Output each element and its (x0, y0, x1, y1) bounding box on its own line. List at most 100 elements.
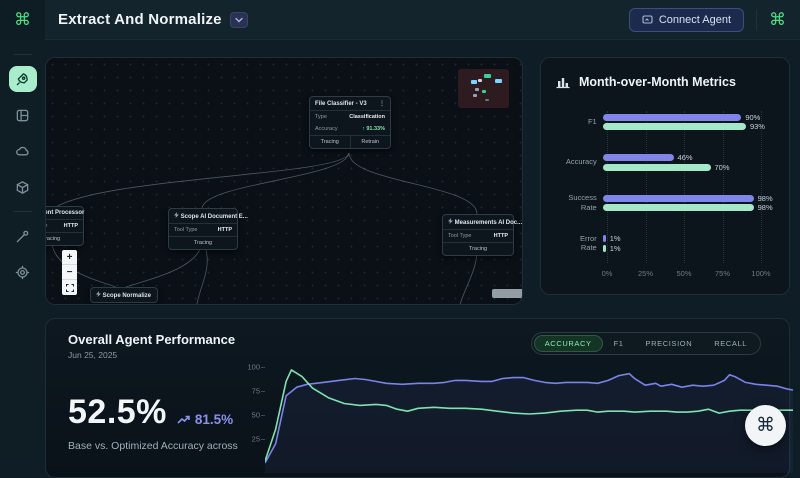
fit-view-button[interactable] (62, 280, 77, 295)
zoom-in-button[interactable]: + (62, 250, 77, 265)
bar-value-label: 90% (745, 112, 761, 122)
bar-group: F1 90% 93% (555, 111, 775, 133)
node-scope-ai-document[interactable]: Scope AI Document E... Tool Type HTTP Tr… (168, 208, 248, 250)
node-row-label: Type (315, 114, 327, 120)
sidebar-item-tools[interactable] (9, 223, 37, 249)
app-logo: ⌘ (0, 0, 45, 40)
y-tickmark (261, 391, 265, 392)
minimap-node (473, 94, 477, 97)
sidebar-divider (13, 211, 32, 212)
node-file-classifier[interactable]: File Classifier - V3 ⋮ Type Classificati… (309, 96, 391, 149)
y-tick-label: 50 (251, 410, 260, 420)
x-tick-label: 50% (676, 269, 692, 278)
top-bar: ⌘ Extract And Normalize Connect Agent ⌘ (0, 0, 800, 40)
y-tick-label: 25 (251, 434, 260, 444)
sidebar-item-cloud[interactable] (9, 138, 37, 164)
node-row-label: Accuracy (315, 126, 338, 132)
performance-title: Overall Agent Performance (68, 332, 236, 347)
bar-category-label: F1 (587, 116, 597, 126)
metrics-title: Month-over-Month Metrics (579, 74, 736, 89)
bar (602, 154, 674, 161)
gear-icon (15, 265, 30, 279)
gridline (645, 111, 647, 263)
sidebar-item-settings[interactable] (9, 259, 37, 285)
bar (602, 163, 711, 171)
node-title: File Classifier - V3 (315, 100, 367, 107)
canvas-zoom-controls: + − (62, 250, 77, 295)
tab-accuracy[interactable]: ACCURACY (533, 335, 603, 352)
cloud-icon (16, 146, 29, 155)
workflow-icon (16, 109, 29, 121)
node-row-label: Tool Type (46, 223, 47, 229)
flow-edge (125, 243, 203, 288)
line-series-optimized (265, 372, 793, 464)
y-tickmark (261, 439, 265, 440)
bar (602, 244, 606, 252)
node-menu-icon[interactable]: ⋮ (379, 101, 385, 107)
node-row-label: Tool Type (448, 233, 472, 239)
bar-value-label: 93% (749, 122, 765, 131)
canvas-minimap[interactable] (458, 69, 509, 108)
flow-edge (348, 152, 478, 215)
floating-brand-button[interactable]: ⌘ (745, 405, 786, 446)
workflow-canvas[interactable]: File Classifier - V3 ⋮ Type Classificati… (45, 57, 523, 305)
node-measurements[interactable]: Measurements AI Doc... Tool Type HTTP Tr… (442, 214, 522, 256)
title-dropdown-button[interactable] (229, 11, 248, 28)
zoom-out-button[interactable]: − (62, 265, 77, 280)
month-over-month-chart: F1 90% 93% Accuracy 46% 70% Success Rate 98% 98%… (555, 111, 775, 281)
canvas-attribution[interactable] (492, 289, 522, 298)
node-tracing-button[interactable]: Tracing (193, 240, 213, 246)
flow-edges (51, 152, 478, 304)
chevron-down-icon (234, 17, 243, 22)
node-tracing-button[interactable]: Tracing (468, 246, 488, 252)
lightning-icon (174, 212, 179, 218)
connect-agent-button[interactable]: Connect Agent (628, 7, 744, 32)
lightning-icon (96, 291, 101, 297)
bar-category-label: Accuracy (565, 157, 597, 167)
package-icon (16, 180, 29, 194)
node-accuracy-value: ↑ 91.33% (362, 126, 385, 132)
stat-change: 81.5% (194, 412, 234, 427)
connect-icon (642, 14, 653, 24)
bar-category-label: Success Rate (568, 193, 597, 212)
bar (602, 123, 746, 130)
node-retrain-button[interactable]: Retrain (349, 136, 391, 148)
rocket-icon (16, 72, 28, 85)
tab-precision[interactable]: PRECISION (645, 339, 693, 348)
sidebar-item-workflows[interactable] (9, 102, 37, 128)
sidebar-divider (13, 54, 32, 55)
connect-agent-label: Connect Agent (658, 13, 731, 26)
gridline (607, 111, 608, 263)
node-document-processor[interactable]: Document Processor Tool Type HTTP Tracin… (45, 206, 85, 246)
node-tracing-button[interactable]: Tracing (45, 236, 61, 242)
y-tickmark (261, 415, 265, 416)
trending-up-icon (177, 415, 190, 424)
x-tick-label: 100% (751, 269, 771, 278)
line-series-base (265, 369, 793, 462)
node-scope-normalize[interactable]: Scope Normalize (90, 287, 158, 303)
fit-view-icon (65, 283, 74, 292)
topbar-divider (756, 8, 757, 31)
metric-tabs: ACCURACY F1 PRECISION RECALL (530, 332, 761, 355)
tab-recall[interactable]: RECALL (714, 339, 747, 348)
flow-edge (201, 152, 350, 209)
bar (602, 194, 754, 202)
x-tick-label: 25% (637, 269, 654, 278)
node-row-label: Tool Type (174, 227, 198, 233)
sidebar-item-packages[interactable] (9, 174, 37, 200)
node-title: Document Processor (46, 210, 85, 216)
minimap-node (475, 88, 479, 91)
bar-value-label: 46% (677, 153, 693, 162)
flow-edge (196, 243, 208, 304)
minimap-node (471, 80, 477, 84)
bar (602, 113, 742, 121)
tab-f1[interactable]: F1 (613, 339, 624, 348)
node-title: Measurements AI Doc... (454, 220, 523, 226)
node-title: Scope Normalize (102, 293, 152, 299)
sidebar-item-agents[interactable] (8, 66, 37, 92)
node-row-value: HTTP (493, 233, 508, 239)
node-tracing-button[interactable]: Tracing (320, 139, 339, 145)
y-tick-label: 100 (247, 362, 260, 372)
bar-value-label: 1% (609, 243, 621, 253)
bar-category-label: Error Rate (580, 233, 597, 253)
